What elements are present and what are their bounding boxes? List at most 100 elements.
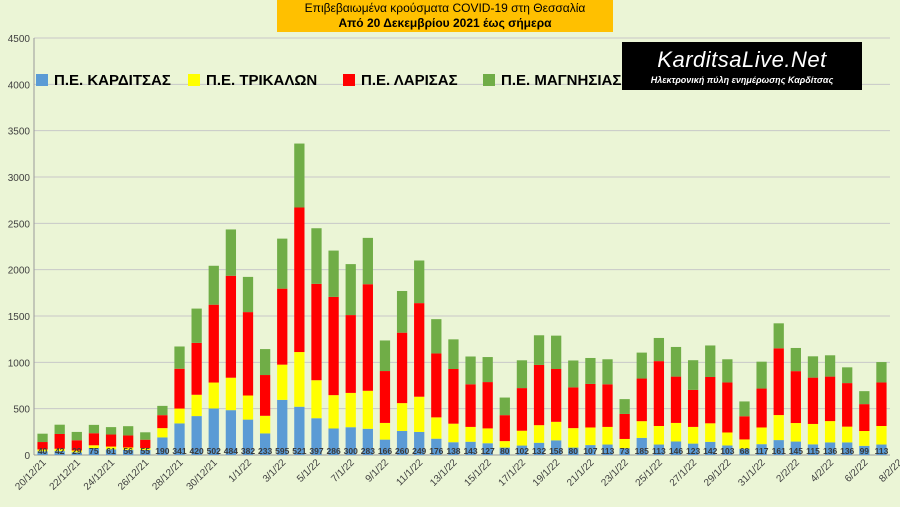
data-label-20: 166 — [378, 446, 392, 456]
bar-2-26 — [482, 382, 493, 429]
bar-2-40 — [722, 382, 733, 433]
bar-2-32 — [585, 383, 596, 428]
data-label-30: 158 — [549, 446, 563, 456]
data-label-1: 42 — [55, 446, 65, 456]
bar-0-19 — [362, 428, 373, 455]
data-label-13: 233 — [258, 446, 272, 456]
bar-0-21 — [396, 430, 408, 455]
bar-2-31 — [568, 387, 579, 429]
bar-1-11 — [225, 377, 237, 411]
legend-swatch-lar — [343, 74, 355, 86]
bar-3-2 — [71, 431, 82, 441]
bar-1-2 — [71, 450, 82, 453]
legend-item-kard: Π.Ε. ΚΑΡΔΙΤΣΑΣ — [36, 70, 171, 90]
bar-0-30 — [551, 440, 562, 455]
bar-3-15 — [294, 143, 305, 208]
logo-tagline: Ηλεκτρονική πύλη ενημέρωσης Καρδίτσας — [650, 75, 834, 85]
bar-3-27 — [499, 397, 510, 416]
bar-2-33 — [602, 384, 613, 427]
bar-0-11 — [225, 410, 237, 455]
bar-3-28 — [516, 360, 528, 389]
bar-1-22 — [414, 396, 425, 432]
bar-1-4 — [105, 446, 117, 450]
x-tick-label-9: 7/1/22 — [329, 457, 357, 485]
y-tick-label-1500: 1500 — [8, 312, 31, 323]
data-label-5: 56 — [123, 446, 133, 456]
bar-1-49 — [876, 425, 887, 445]
x-tick-label-23: 4/2/22 — [809, 457, 837, 485]
bar-0-31 — [568, 447, 579, 455]
bar-3-6 — [140, 432, 151, 440]
bar-1-23 — [431, 417, 442, 439]
bar-1-36 — [653, 425, 665, 445]
data-label-37: 146 — [669, 446, 683, 456]
x-tick-label-20: 29/1/22 — [702, 457, 734, 489]
data-label-32: 107 — [583, 446, 597, 456]
bar-1-27 — [499, 441, 510, 448]
data-label-14: 595 — [275, 446, 289, 456]
bar-0-37 — [670, 441, 682, 455]
bar-0-9 — [191, 416, 202, 455]
bar-2-2 — [71, 440, 82, 451]
legend-label-trik: Π.Ε. ΤΡΙΚΑΛΩΝ — [206, 71, 318, 89]
bar-2-0 — [37, 442, 48, 450]
bar-1-8 — [174, 408, 185, 424]
x-tick-label-25: 8/2/22 — [877, 457, 900, 485]
bar-3-19 — [362, 237, 373, 285]
x-tick-label-16: 21/1/22 — [565, 457, 597, 489]
bar-1-16 — [311, 380, 322, 419]
data-label-8: 341 — [172, 446, 186, 456]
bar-3-37 — [670, 346, 682, 377]
bar-2-30 — [551, 369, 562, 422]
bar-0-40 — [722, 445, 733, 455]
bar-3-8 — [174, 346, 185, 369]
bar-1-38 — [687, 426, 699, 444]
y-tick-label-4000: 4000 — [8, 80, 31, 91]
data-label-21: 260 — [395, 446, 409, 456]
bar-3-34 — [619, 399, 630, 414]
legend-item-lar: Π.Ε. ΛΑΡΙΣΑΣ — [343, 70, 458, 90]
bar-2-43 — [773, 348, 784, 416]
chart-subtitle: Από 20 Δεκεμβρίου 2021 έως σήμερα — [338, 16, 552, 30]
bar-0-17 — [328, 428, 339, 455]
data-label-10: 502 — [207, 446, 221, 456]
bar-1-31 — [568, 428, 579, 448]
data-label-7: 190 — [155, 446, 169, 456]
data-label-46: 136 — [823, 446, 837, 456]
x-tick-label-4: 28/12/21 — [150, 457, 186, 493]
data-label-0: 40 — [38, 446, 48, 456]
bar-1-26 — [482, 428, 493, 444]
data-label-24: 138 — [446, 446, 460, 456]
bar-2-38 — [687, 389, 699, 427]
data-label-45: 115 — [806, 446, 820, 456]
x-tick-label-22: 2/2/22 — [775, 457, 803, 485]
x-tick-label-8: 5/1/22 — [295, 457, 323, 485]
bar-3-33 — [602, 359, 613, 385]
bar-0-22 — [414, 431, 425, 455]
bar-3-11 — [225, 229, 237, 276]
bar-2-29 — [533, 364, 545, 426]
bar-3-31 — [568, 360, 579, 388]
bar-2-9 — [191, 342, 202, 395]
bar-1-1 — [54, 448, 65, 452]
x-tick-label-0: 20/12/21 — [13, 457, 49, 493]
bar-2-46 — [824, 376, 836, 422]
bar-1-39 — [705, 423, 716, 442]
x-tick-label-18: 25/1/22 — [634, 457, 666, 489]
data-label-16: 397 — [309, 446, 323, 456]
legend-label-mag: Π.Ε. ΜΑΓΝΗΣΙΑΣ — [501, 71, 622, 89]
bar-3-30 — [551, 335, 562, 370]
bar-1-25 — [465, 426, 476, 442]
bar-2-14 — [277, 288, 288, 365]
bar-1-21 — [396, 403, 408, 431]
bar-0-39 — [705, 441, 716, 455]
x-tick-label-15: 19/1/22 — [531, 457, 563, 489]
bar-0-8 — [174, 423, 185, 455]
bar-3-18 — [345, 264, 356, 316]
data-label-18: 300 — [344, 446, 358, 456]
bar-1-48 — [859, 430, 870, 446]
bar-2-13 — [259, 375, 271, 416]
bar-2-15 — [294, 207, 305, 353]
bar-0-5 — [123, 449, 134, 455]
bar-3-0 — [37, 433, 48, 443]
